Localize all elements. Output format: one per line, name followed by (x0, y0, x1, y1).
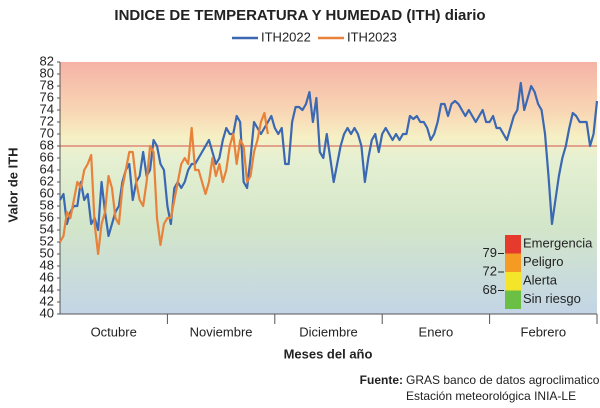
y-tick-label: 44 (40, 281, 54, 296)
risk-swatch (505, 272, 521, 291)
series-line (59, 111, 269, 256)
y-tick-label: 56 (40, 209, 54, 224)
y-tick-label: 48 (40, 257, 54, 272)
risk-threshold: 68 (483, 282, 497, 297)
legend-label: ITH2022 (261, 29, 311, 44)
risk-threshold: 72 (483, 263, 497, 278)
risk-label: Peligro (523, 254, 563, 269)
risk-label: Sin riesgo (523, 291, 581, 306)
y-tick-label: 52 (40, 233, 54, 248)
y-tick-label: 64 (40, 161, 54, 176)
risk-threshold: 79 (483, 245, 497, 260)
source-line: GRAS banco de datos agroclimatico (406, 373, 600, 387)
x-tick-label: Febrero (521, 324, 567, 339)
y-tick-label: 58 (40, 197, 54, 212)
source-label: Fuente: (360, 373, 403, 387)
y-tick-label: 68 (40, 137, 54, 152)
y-tick-label: 76 (40, 89, 54, 104)
risk-label: Alerta (523, 273, 558, 288)
y-tick-label: 40 (40, 305, 54, 320)
y-tick-label: 72 (40, 113, 54, 128)
risk-swatch (505, 253, 521, 272)
y-tick-label: 78 (40, 77, 54, 92)
x-tick-label: Enero (419, 324, 454, 339)
series-line (59, 81, 599, 238)
y-tick-label: 74 (40, 101, 54, 116)
risk-label: Emergencia (523, 236, 593, 251)
x-tick-label: Diciembre (299, 324, 358, 339)
x-tick-label: Octubre (91, 324, 137, 339)
y-tick-label: 62 (40, 173, 54, 188)
legend-label: ITH2023 (347, 29, 397, 44)
risk-swatch (505, 290, 521, 309)
x-axis-label: Meses del año (284, 346, 373, 361)
y-axis-label: Valor de ITH (5, 147, 20, 222)
y-tick-label: 80 (40, 65, 54, 80)
source-line: Estación meteorológica INIA-LE (406, 389, 576, 403)
chart-title: INDICE DE TEMPERATURA Y HUMEDAD (ITH) di… (114, 7, 485, 24)
y-tick-label: 82 (40, 53, 54, 68)
y-tick-label: 70 (40, 125, 54, 140)
y-tick-label: 66 (40, 149, 54, 164)
risk-swatch (505, 235, 521, 254)
y-tick-label: 46 (40, 269, 54, 284)
y-tick-label: 50 (40, 245, 54, 260)
y-tick-label: 54 (40, 221, 54, 236)
y-tick-label: 42 (40, 293, 54, 308)
x-tick-label: Noviembre (190, 324, 253, 339)
y-tick-label: 60 (40, 185, 54, 200)
